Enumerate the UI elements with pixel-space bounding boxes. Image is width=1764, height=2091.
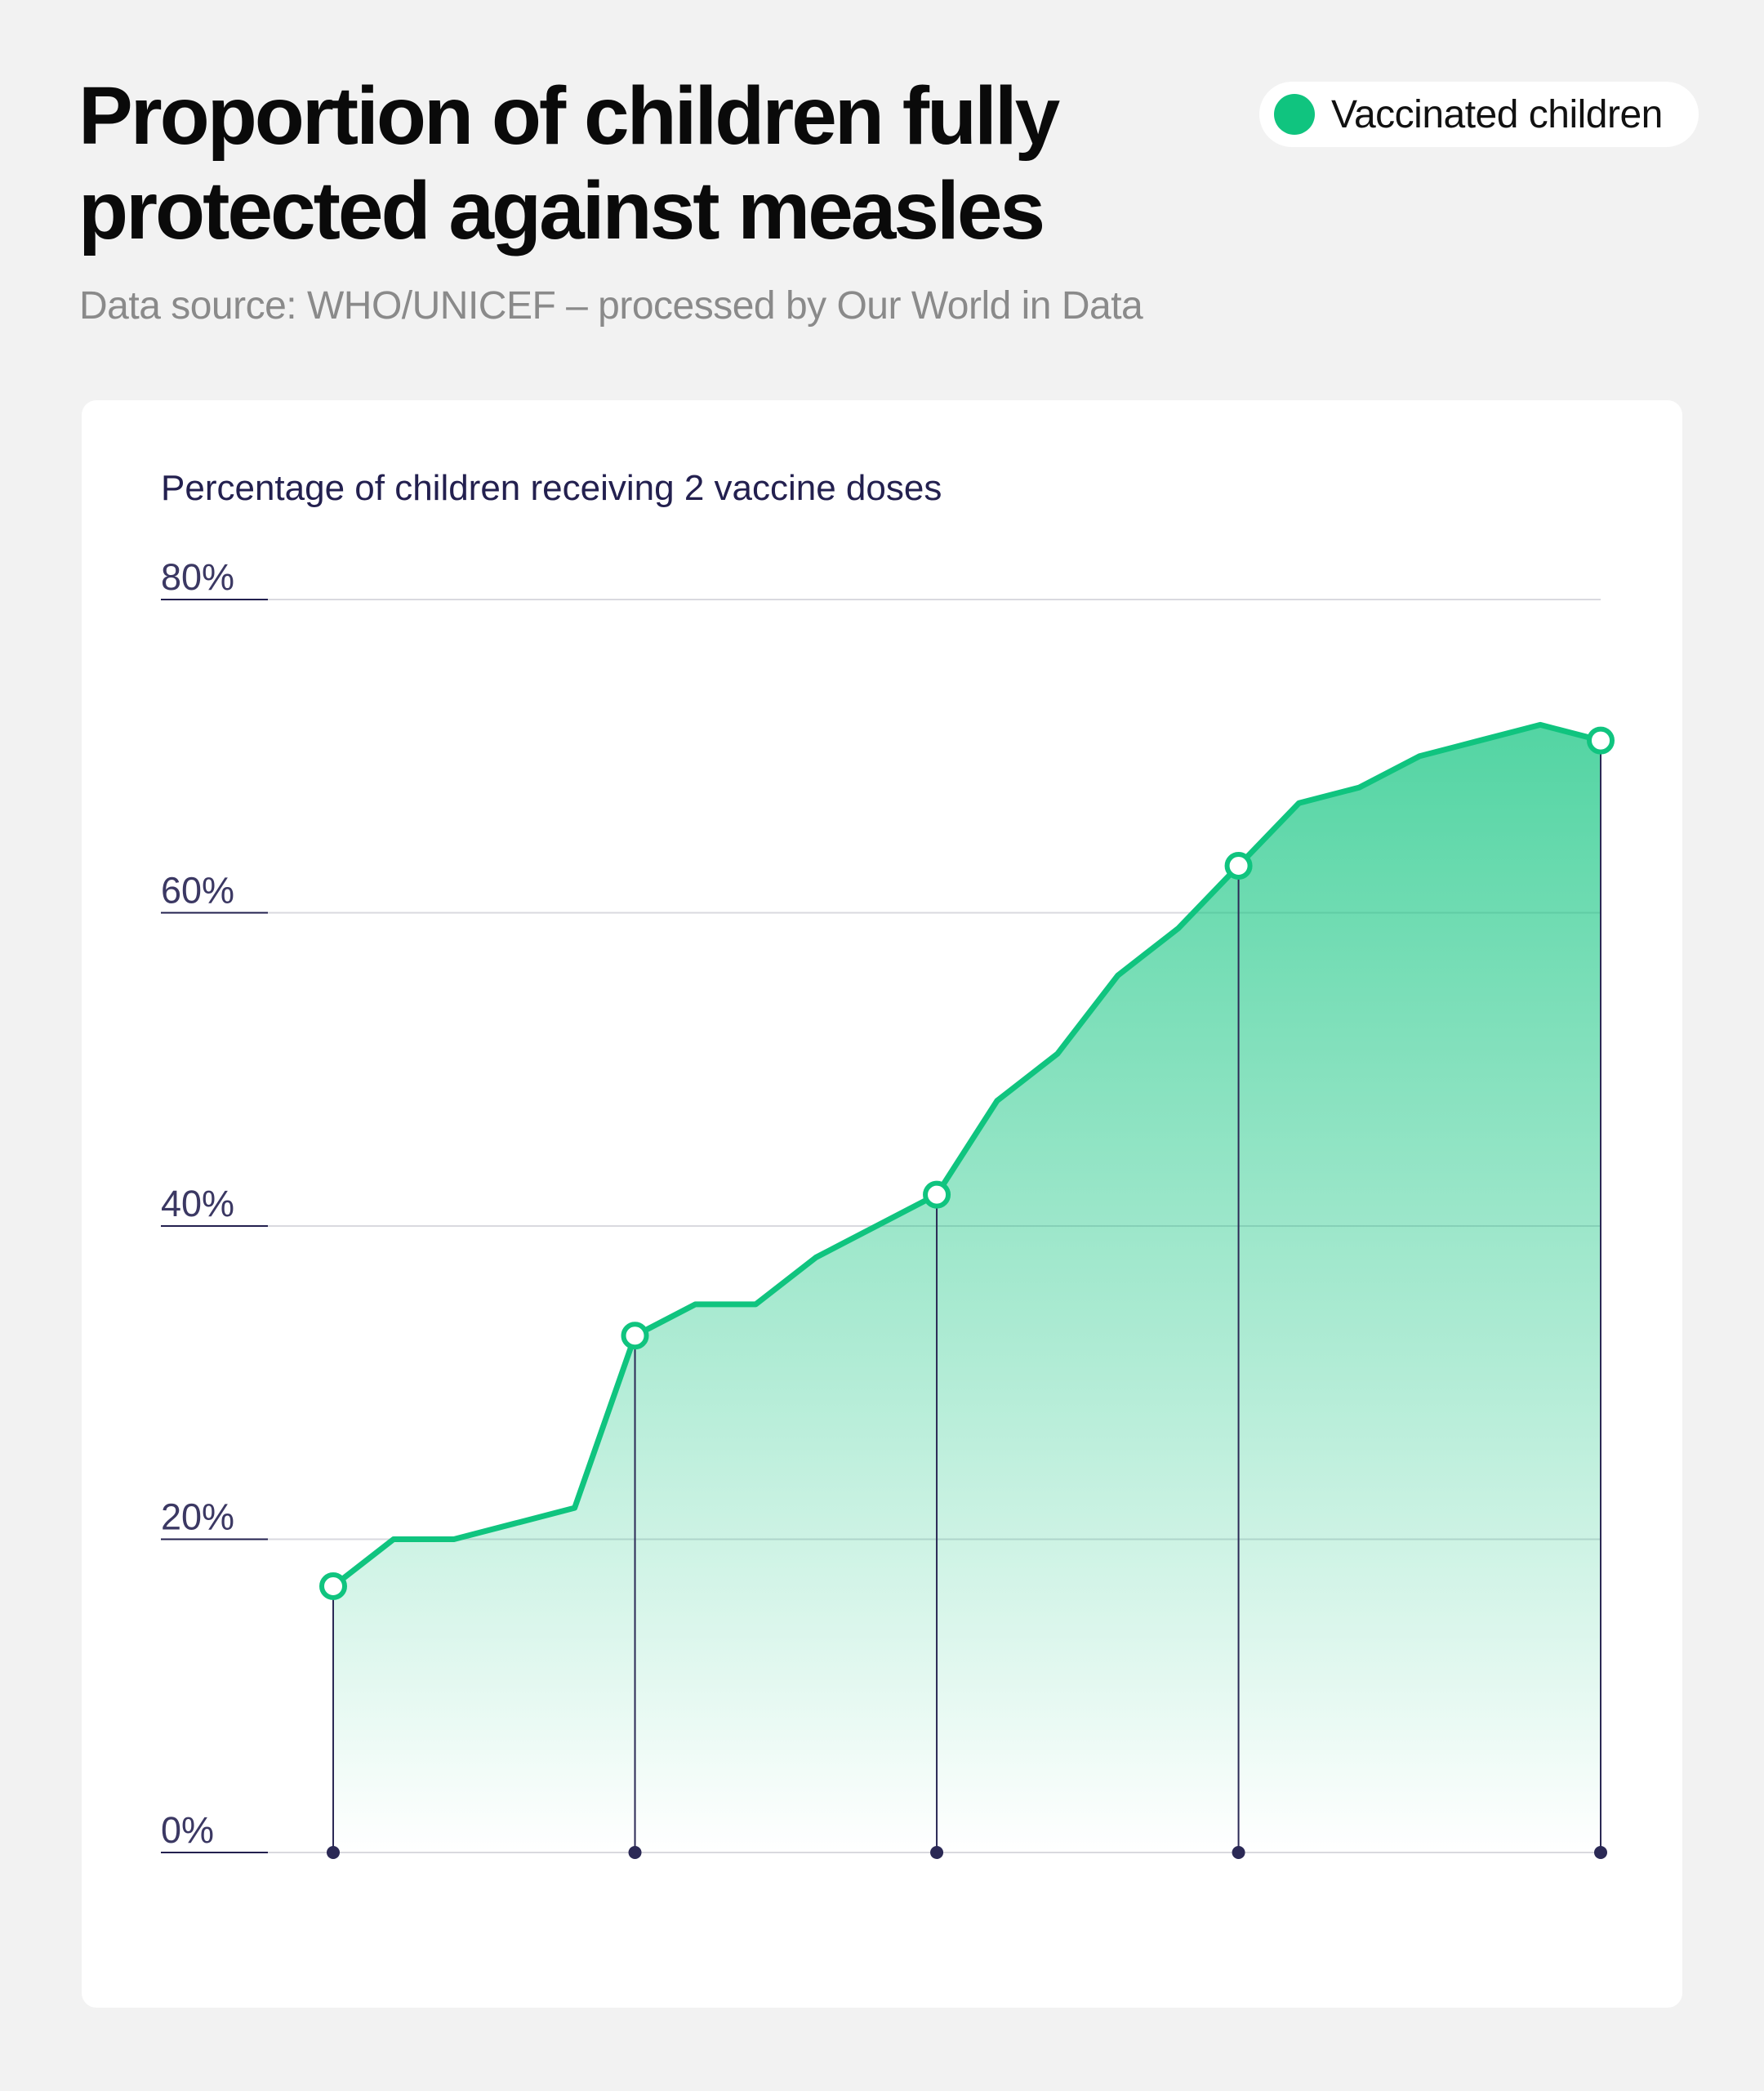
chart-card: Percentage of children receiving 2 vacci… xyxy=(82,400,1682,2008)
point-marker-2021 xyxy=(1587,726,1615,755)
baseline-marker-2000 xyxy=(327,1846,340,1859)
chart-svg: Percentage of children receiving 2 vacci… xyxy=(161,468,1615,1859)
point-layer xyxy=(319,726,1615,1601)
data-source-subtitle: Data source: WHO/UNICEF – processed by O… xyxy=(79,284,1143,328)
legend-swatch-vaccinated-children xyxy=(1274,94,1315,135)
legend-label-vaccinated-children: Vaccinated children xyxy=(1331,92,1663,136)
y-tick-label: 80% xyxy=(161,556,234,598)
point-marker-2000 xyxy=(319,1572,347,1601)
area-layer xyxy=(333,724,1601,1852)
baseline-marker-2021 xyxy=(1594,1846,1607,1859)
line-layer xyxy=(330,721,1604,1589)
legend: Vaccinated children xyxy=(1259,82,1699,147)
line-vaccinated-children xyxy=(330,721,1604,1589)
y-tick-label: 40% xyxy=(161,1183,234,1224)
chart-title-line-1: Proportion of children fully xyxy=(78,70,1060,162)
drop-line-layer xyxy=(327,740,1607,1859)
y-axis-title: Percentage of children receiving 2 vacci… xyxy=(161,468,942,508)
y-tick-label: 60% xyxy=(161,870,234,912)
area-vaccinated-children xyxy=(333,724,1601,1852)
y-tick-label: 20% xyxy=(161,1496,234,1538)
y-tick-layer: 0% 20% 40% 60% 80% xyxy=(161,556,268,1853)
baseline-marker-2015 xyxy=(1232,1846,1245,1859)
chart-title: Proportion of children fully protected a… xyxy=(78,69,1156,258)
point-marker-2005 xyxy=(621,1322,649,1350)
chart-title-line-2: protected against measles xyxy=(78,165,1045,256)
point-marker-2010 xyxy=(923,1180,951,1209)
baseline-marker-2005 xyxy=(628,1846,642,1859)
baseline-marker-2010 xyxy=(930,1846,944,1859)
y-tick-label: 0% xyxy=(161,1809,214,1851)
point-marker-2015 xyxy=(1224,851,1253,880)
